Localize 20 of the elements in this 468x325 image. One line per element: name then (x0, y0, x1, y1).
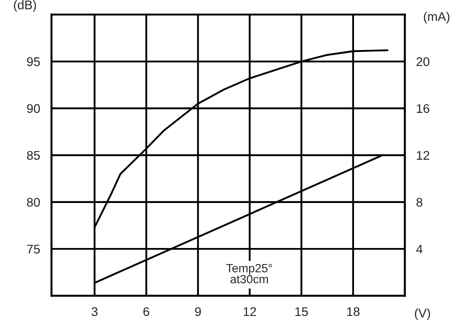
y2-tick-label: 12 (416, 150, 430, 160)
y-tick-label: 75 (27, 244, 40, 254)
x-tick-label: 9 (195, 307, 201, 316)
x-tick-label: 15 (295, 307, 308, 316)
x-tick-label: 18 (347, 307, 360, 316)
y2-tick-label: 4 (416, 244, 423, 254)
x-axis-title: (V) (414, 308, 430, 320)
y-tick-label: 85 (27, 150, 40, 160)
annotation: Temp25° at30cm (226, 264, 272, 284)
x-tick-label: 12 (244, 307, 256, 316)
y2-tick-label: 16 (416, 104, 430, 113)
y-tick-label: 80 (27, 198, 40, 207)
y2-tick-label: 20 (416, 57, 430, 66)
y2-tick-label: 8 (416, 198, 422, 207)
y-axis-title: (dB) (14, 0, 36, 12)
x-tick-label: 6 (143, 307, 150, 316)
x-tick-label: 3 (92, 307, 98, 316)
y2-axis-title: (mA) (424, 12, 450, 24)
y-tick-label: 90 (27, 104, 40, 113)
y-tick-label: 95 (27, 57, 40, 66)
